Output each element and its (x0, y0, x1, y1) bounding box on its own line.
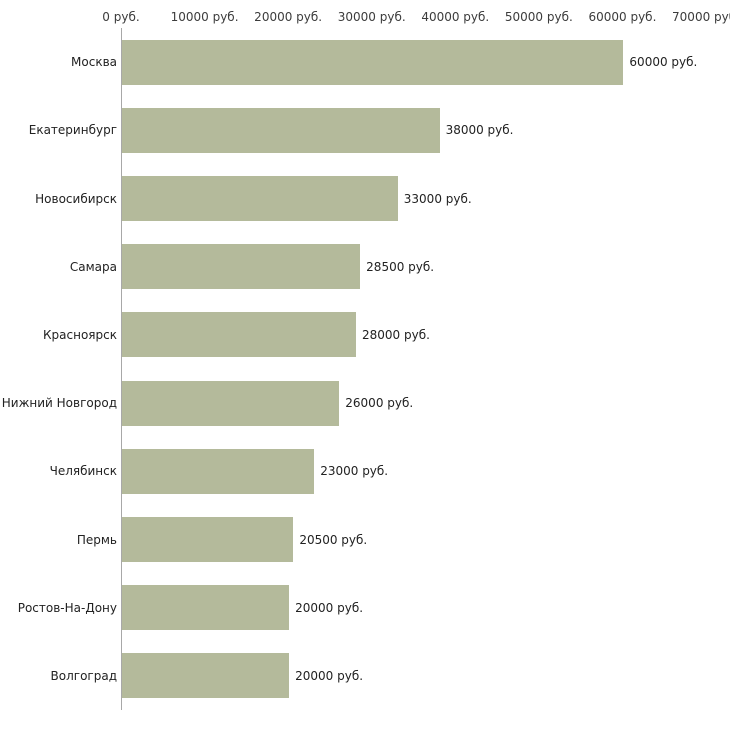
category-label: Красноярск (43, 327, 117, 342)
bar-row: Москва 60000 руб. (71, 39, 707, 85)
bar (122, 585, 290, 631)
x-tick-label: 40000 руб. (421, 10, 490, 24)
bar-row: Челябинск 23000 руб. (50, 448, 707, 494)
bar (122, 380, 340, 426)
value-label: 28000 руб. (362, 327, 430, 342)
bar (122, 176, 398, 221)
bar (122, 448, 315, 494)
category-label: Новосибирск (35, 191, 117, 206)
bar (122, 312, 356, 358)
x-axis-ticks: 0 руб. 10000 руб. 20000 руб. 30000 руб. 4000… (0, 0, 730, 28)
bar (122, 517, 294, 562)
category-label: Пермь (76, 532, 117, 547)
category-label: Ростов-На-Дону (17, 600, 117, 615)
x-tick-label: 50000 руб. (504, 10, 573, 24)
bar-row: Волгоград 20000 руб. (51, 653, 707, 699)
bar-row: Пермь 20500 руб. (77, 517, 707, 562)
value-label: 20500 руб. (299, 532, 368, 547)
value-label: 28500 руб. (366, 259, 435, 274)
plot-area: Москва 60000 руб. Екатеринбург 38000 руб. Но… (2, 28, 707, 710)
x-tick-label: 30000 руб. (337, 10, 406, 24)
x-tick-label: 70000 руб. (672, 10, 730, 24)
category-label: Москва (71, 55, 117, 70)
value-label: 20000 руб. (295, 668, 364, 683)
category-label: Волгоград (50, 668, 117, 683)
x-tick-label: 10000 руб. (170, 10, 239, 24)
bar-row: Екатеринбург 38000 руб. (29, 107, 707, 153)
value-label: 33000 руб. (403, 191, 472, 206)
category-label: Самара (69, 259, 117, 274)
bar-row: Красноярск 28000 руб. (43, 312, 707, 358)
bar (122, 653, 290, 699)
value-label: 38000 руб. (445, 123, 514, 138)
bar (122, 107, 440, 153)
category-label: Челябинск (49, 464, 117, 479)
category-label: Екатеринбург (28, 123, 117, 138)
bar-row: Новосибирск 33000 руб. (35, 176, 707, 221)
x-tick-label: 60000 руб. (588, 10, 657, 24)
bar (122, 244, 361, 290)
bar-row: Нижний Новгород 26000 руб. (2, 380, 707, 426)
value-label: 20000 руб. (295, 600, 364, 615)
bar-row: Ростов-На-Дону 20000 руб. (18, 585, 707, 631)
value-label: 26000 руб. (345, 396, 414, 411)
x-tick-label: 20000 руб. (254, 10, 323, 24)
value-label: 60000 руб. (629, 55, 698, 70)
category-label: Нижний Новгород (1, 396, 117, 411)
bar (122, 39, 624, 85)
value-label: 23000 руб. (320, 464, 389, 479)
bar-row: Самара 28500 руб. (70, 244, 707, 290)
x-tick-label: 0 руб. (102, 10, 140, 24)
